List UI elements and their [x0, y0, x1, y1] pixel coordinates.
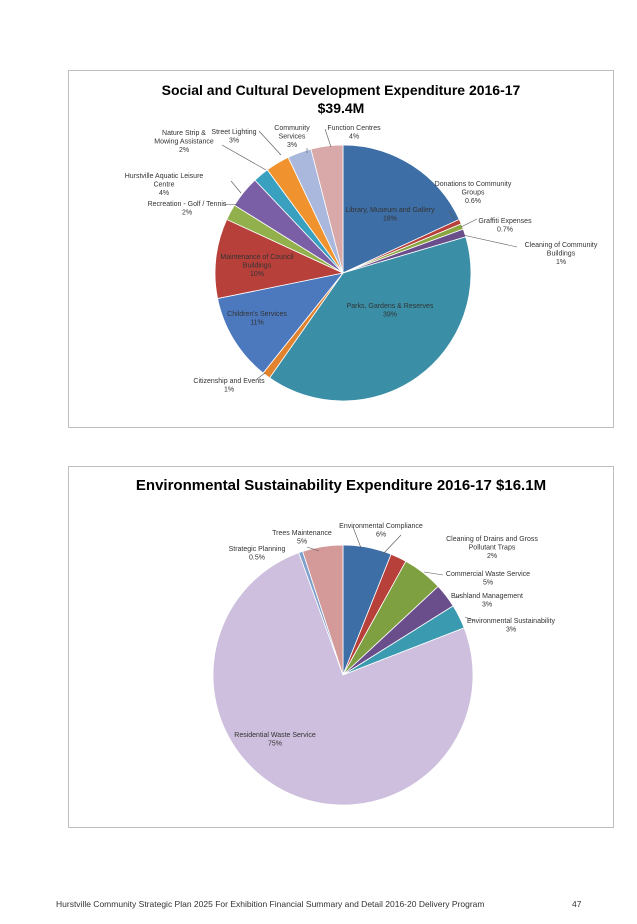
svg-text:75%: 75%: [268, 741, 282, 748]
svg-text:Centre: Centre: [153, 182, 174, 189]
svg-text:Nature Strip &: Nature Strip &: [162, 130, 206, 137]
svg-text:18%: 18%: [383, 216, 397, 223]
data-label-recreation-golf-tennis: Recreation - Golf / Tennis 2%: [148, 201, 240, 217]
svg-text:3%: 3%: [506, 627, 516, 634]
page-number: 47: [572, 899, 582, 909]
svg-text:Environmental Sustainability: Environmental Sustainability: [467, 618, 555, 625]
social-cultural-chart: Social and Cultural Development Expendit…: [68, 70, 614, 428]
svg-text:Buildings: Buildings: [243, 263, 272, 270]
svg-text:Street Lighting: Street Lighting: [211, 129, 256, 136]
svg-text:3%: 3%: [229, 138, 239, 145]
chart-title-line2: $39.4M: [317, 100, 365, 116]
svg-text:Commercial Waste Service: Commercial Waste Service: [446, 571, 530, 578]
pie-slice-parks-gardens-reserves: [269, 236, 472, 402]
svg-text:Bushland Management: Bushland Management: [451, 593, 523, 600]
svg-text:Cleaning of Community: Cleaning of Community: [525, 242, 598, 249]
pie-slice-trees-maintenance: [302, 544, 344, 676]
data-label-library-museum-and-gallery: Library, Museum and Gallery 18%: [345, 207, 435, 223]
environmental-chart: Environmental Sustainability Expenditure…: [68, 466, 614, 828]
data-label-strategic-planning: Strategic Planning 0.5%: [229, 546, 286, 562]
svg-text:Maintenance of Council: Maintenance of Council: [220, 254, 294, 261]
data-label-cleaning-of-drains-and-gross-pollutant-traps: Cleaning of Drains and Gross Pollutant Tr…: [382, 534, 538, 560]
data-label-street-lighting: Street Lighting 3%: [211, 129, 282, 156]
pie-slice-function-centres: [310, 144, 344, 274]
svg-text:Strategic Planning: Strategic Planning: [229, 546, 286, 553]
svg-text:10%: 10%: [250, 271, 264, 278]
data-label-commercial-waste-service: Commercial Waste Service 5%: [423, 571, 530, 587]
svg-text:Mowing Assistance: Mowing Assistance: [154, 139, 214, 146]
svg-text:2%: 2%: [487, 553, 497, 560]
svg-text:Services: Services: [279, 134, 306, 141]
svg-text:Function Centres: Function Centres: [327, 125, 381, 132]
svg-text:3%: 3%: [287, 142, 297, 149]
svg-text:Trees Maintenance: Trees Maintenance: [272, 530, 332, 537]
svg-text:Community: Community: [274, 125, 310, 132]
svg-text:Groups: Groups: [462, 190, 485, 197]
svg-text:Citizenship and Events: Citizenship and Events: [193, 378, 265, 385]
pie-slice-residential-waste-service: [212, 552, 474, 806]
svg-text:2%: 2%: [179, 147, 189, 154]
svg-text:6%: 6%: [376, 532, 386, 539]
pie-chart-social: Library, Museum and Gallery 18% Donations …: [125, 125, 598, 402]
svg-text:5%: 5%: [483, 580, 493, 587]
pie-slice-children-s-services: [217, 272, 345, 374]
svg-text:2%: 2%: [182, 210, 192, 217]
svg-text:Buildings: Buildings: [547, 251, 576, 258]
svg-text:Recreation - Golf / Tennis: Recreation - Golf / Tennis: [148, 201, 227, 208]
svg-text:Parks, Gardens & Reserves: Parks, Gardens & Reserves: [347, 303, 434, 310]
data-label-trees-maintenance: Trees Maintenance 5%: [272, 530, 332, 552]
svg-text:0.7%: 0.7%: [497, 227, 513, 234]
data-label-environmental-sustainability: Environmental Sustainability 3%: [464, 616, 555, 634]
footer-text: Hurstville Community Strategic Plan 2025…: [56, 899, 485, 909]
svg-text:Children's Services: Children's Services: [227, 311, 287, 318]
pie-slice-library-museum-and-gallery: [342, 144, 460, 274]
data-label-children-s-services: Children's Services 11%: [227, 311, 287, 327]
svg-text:Library, Museum and Gallery: Library, Museum and Gallery: [345, 207, 435, 214]
svg-text:0.6%: 0.6%: [465, 198, 481, 205]
svg-text:Cleaning of Drains and Gross: Cleaning of Drains and Gross: [446, 536, 538, 543]
svg-text:Residential Waste Service: Residential Waste Service: [234, 732, 316, 739]
svg-text:3%: 3%: [482, 602, 492, 609]
svg-text:4%: 4%: [349, 134, 359, 141]
svg-text:4%: 4%: [159, 190, 169, 197]
svg-text:Pollutant Traps: Pollutant Traps: [469, 545, 516, 552]
svg-text:39%: 39%: [383, 312, 397, 319]
svg-text:Donations to Community: Donations to Community: [435, 181, 512, 188]
chart-title-line1: Social and Cultural Development Expendit…: [161, 82, 521, 98]
data-label-bushland-management: Bushland Management 3%: [451, 593, 523, 609]
data-label-environmental-compliance: Environmental Compliance 6%: [339, 523, 423, 549]
pie-slice-maintenance-of-council-buildings: [214, 218, 345, 300]
svg-text:11%: 11%: [250, 320, 264, 327]
svg-text:0.5%: 0.5%: [249, 555, 265, 562]
data-label-parks-gardens-reserves: Parks, Gardens & Reserves 39%: [347, 303, 434, 319]
svg-text:1%: 1%: [224, 387, 234, 394]
data-label-residential-waste-service: Residential Waste Service 75%: [234, 732, 316, 748]
svg-text:Environmental Compliance: Environmental Compliance: [339, 523, 423, 530]
svg-text:Hurstville Aquatic Leisure: Hurstville Aquatic Leisure: [125, 173, 204, 180]
svg-text:Graffiti Expenses: Graffiti Expenses: [478, 218, 532, 225]
svg-text:1%: 1%: [556, 259, 566, 266]
chart-title: Environmental Sustainability Expenditure…: [135, 477, 547, 494]
data-label-citizenship-and-events: Citizenship and Events 1%: [193, 372, 266, 394]
data-label-graffiti-expenses: Graffiti Expenses 0.7%: [460, 218, 532, 234]
data-label-function-centres: Function Centres 4%: [324, 125, 381, 148]
svg-text:5%: 5%: [297, 539, 307, 546]
chart-title: Social and Cultural Development Expendit…: [69, 81, 613, 117]
